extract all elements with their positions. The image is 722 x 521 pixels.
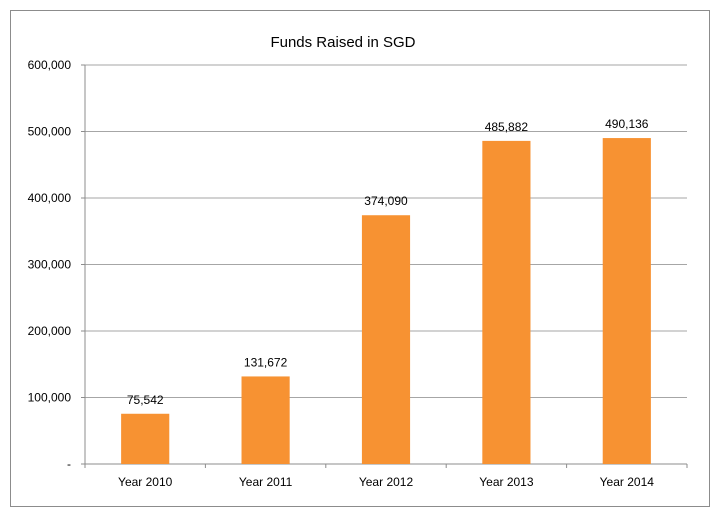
y-tick-label: 300,000 [28,258,72,272]
y-tick-label: 500,000 [28,125,72,139]
bar [602,138,651,464]
data-label: 131,672 [244,355,288,369]
y-tick-label: 200,000 [28,324,72,338]
bar [361,215,411,464]
x-tick-label: Year 2010 [118,475,173,489]
chart-title: Funds Raised in SGD [270,34,415,51]
y-tick-label: - [67,457,71,471]
bar [241,376,290,464]
x-tick-label: Year 2013 [479,475,534,489]
y-tick-label: 600,000 [28,58,72,72]
bar [482,140,531,464]
y-axis-ticks: - 100,000 200,000 300,000 400,000 500,000 600,… [28,58,72,471]
data-label: 490,136 [605,117,649,131]
gridlines [81,64,688,468]
data-label: 75,542 [127,393,164,407]
x-axis-ticks: Year 2010 Year 2011 Year 2012 Year 2013 Year… [118,475,654,489]
bar [121,413,170,464]
x-tick-label: Year 2014 [600,475,655,489]
bars [121,138,651,464]
y-tick-label: 400,000 [28,191,72,205]
data-label: 485,882 [485,120,529,134]
data-labels: 75,542 131,672 374,090 485,882 490,136 [127,117,649,407]
x-tick-label: Year 2012 [359,475,414,489]
data-label: 374,090 [364,194,408,208]
y-tick-label: 100,000 [28,391,72,405]
x-tick-label: Year 2011 [239,475,293,489]
